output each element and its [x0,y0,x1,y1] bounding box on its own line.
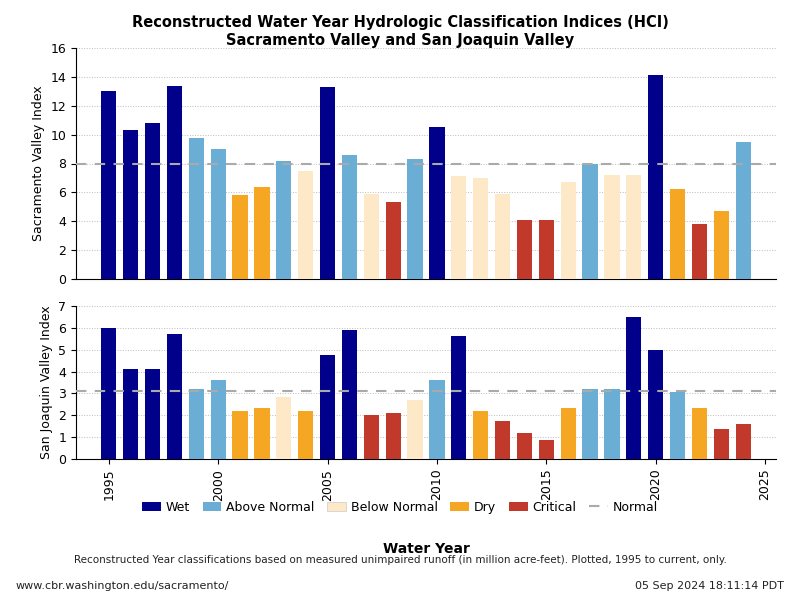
Legend: Wet, Above Normal, Below Normal, Dry, Critical, Normal: Wet, Above Normal, Below Normal, Dry, Cr… [137,496,663,519]
Bar [320,355,335,459]
Bar [561,182,576,279]
Bar [298,411,314,459]
Bar [604,389,619,459]
Bar [342,330,357,459]
Text: Sacramento Valley and San Joaquin Valley: Sacramento Valley and San Joaquin Valley [226,33,574,48]
Bar [233,411,248,459]
Bar [189,389,204,459]
Bar [714,211,729,279]
Bar [692,224,707,279]
X-axis label: Water Year: Water Year [382,542,470,556]
Bar [692,407,707,459]
Y-axis label: San Joaquin Valley Index: San Joaquin Valley Index [40,305,53,460]
Bar [364,194,379,279]
Bar [561,407,576,459]
Bar [517,433,532,459]
Bar [582,163,598,279]
Bar [735,142,751,279]
Bar [166,86,182,279]
Bar [386,413,401,459]
Bar [626,175,642,279]
Bar [495,421,510,459]
Bar [451,176,466,279]
Bar [407,400,422,459]
Bar [604,175,619,279]
Bar [648,76,663,279]
Bar [582,389,598,459]
Bar [210,149,226,279]
Bar [123,130,138,279]
Bar [166,334,182,459]
Bar [495,194,510,279]
Bar [648,350,663,459]
Bar [670,392,686,459]
Text: Reconstructed Year classifications based on measured unimpaired runoff (in milli: Reconstructed Year classifications based… [74,555,726,565]
Bar [320,87,335,279]
Bar [538,440,554,459]
Bar [386,202,401,279]
Bar [298,171,314,279]
Bar [254,187,270,279]
Bar [123,370,138,459]
Text: Reconstructed Water Year Hydrologic Classification Indices (HCI): Reconstructed Water Year Hydrologic Clas… [131,15,669,30]
Bar [145,370,160,459]
Bar [714,430,729,459]
Bar [101,91,117,279]
Bar [473,178,488,279]
Bar [626,317,642,459]
Bar [254,407,270,459]
Bar [364,415,379,459]
Bar [233,195,248,279]
Bar [517,220,532,279]
Bar [145,123,160,279]
Text: 05 Sep 2024 18:11:14 PDT: 05 Sep 2024 18:11:14 PDT [635,581,784,591]
Bar [538,220,554,279]
Bar [189,137,204,279]
Bar [670,190,686,279]
Text: www.cbr.washington.edu/sacramento/: www.cbr.washington.edu/sacramento/ [16,581,230,591]
Bar [342,155,357,279]
Bar [276,161,291,279]
Bar [101,328,117,459]
Bar [407,159,422,279]
Bar [210,380,226,459]
Bar [473,411,488,459]
Bar [430,380,445,459]
Bar [430,127,445,279]
Y-axis label: Sacramento Valley Index: Sacramento Valley Index [32,86,45,241]
Bar [735,424,751,459]
Bar [451,335,466,459]
Bar [276,397,291,459]
